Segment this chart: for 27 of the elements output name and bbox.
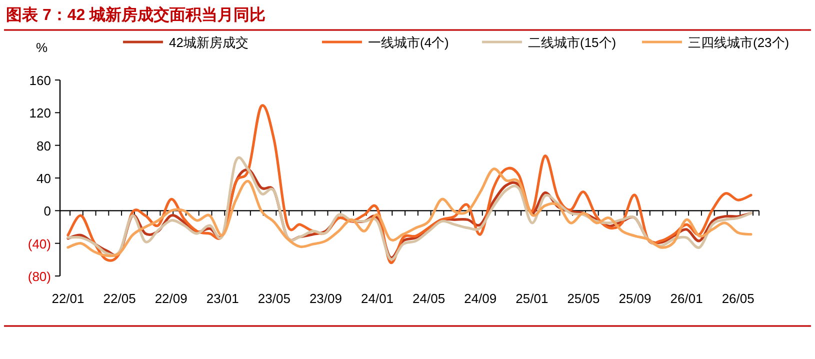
y-tick-label: 40 (36, 171, 51, 186)
y-tick-label: (80) (28, 269, 51, 284)
x-tick-label: 26/05 (722, 291, 754, 306)
y-tick-label: 160 (29, 73, 51, 88)
x-tick-label: 24/01 (361, 291, 394, 306)
legend-label: 一线城市(4个) (368, 35, 449, 50)
legend-label: 三四线城市(23个) (688, 35, 790, 50)
chart-title: 图表 7：42 城新房成交面积当月同比 (6, 5, 266, 24)
x-tick-label: 23/01 (206, 291, 239, 306)
x-tick-label: 25/09 (618, 291, 652, 306)
y-tick-label: 80 (36, 138, 51, 154)
x-tick-label: 23/05 (258, 291, 290, 306)
x-tick-label: 26/01 (670, 291, 703, 306)
x-tick-label: 25/01 (516, 291, 548, 306)
y-tick-label: (40) (28, 236, 51, 252)
x-tick-label: 22/05 (103, 291, 136, 306)
y-axis-title: % (36, 40, 48, 55)
y-tick-label: 120 (29, 106, 51, 121)
x-tick-label: 22/01 (52, 291, 84, 306)
y-tick-label: 0 (44, 204, 51, 219)
x-tick-label: 24/05 (412, 291, 446, 306)
x-tick-label: 22/09 (154, 291, 188, 306)
x-tick-label: 24/09 (464, 291, 497, 306)
x-tick-label: 23/09 (309, 291, 342, 306)
x-tick-label: 25/05 (567, 291, 600, 306)
legend-label: 二线城市(15个) (528, 35, 616, 50)
legend-label: 42城新房成交 (169, 35, 248, 50)
